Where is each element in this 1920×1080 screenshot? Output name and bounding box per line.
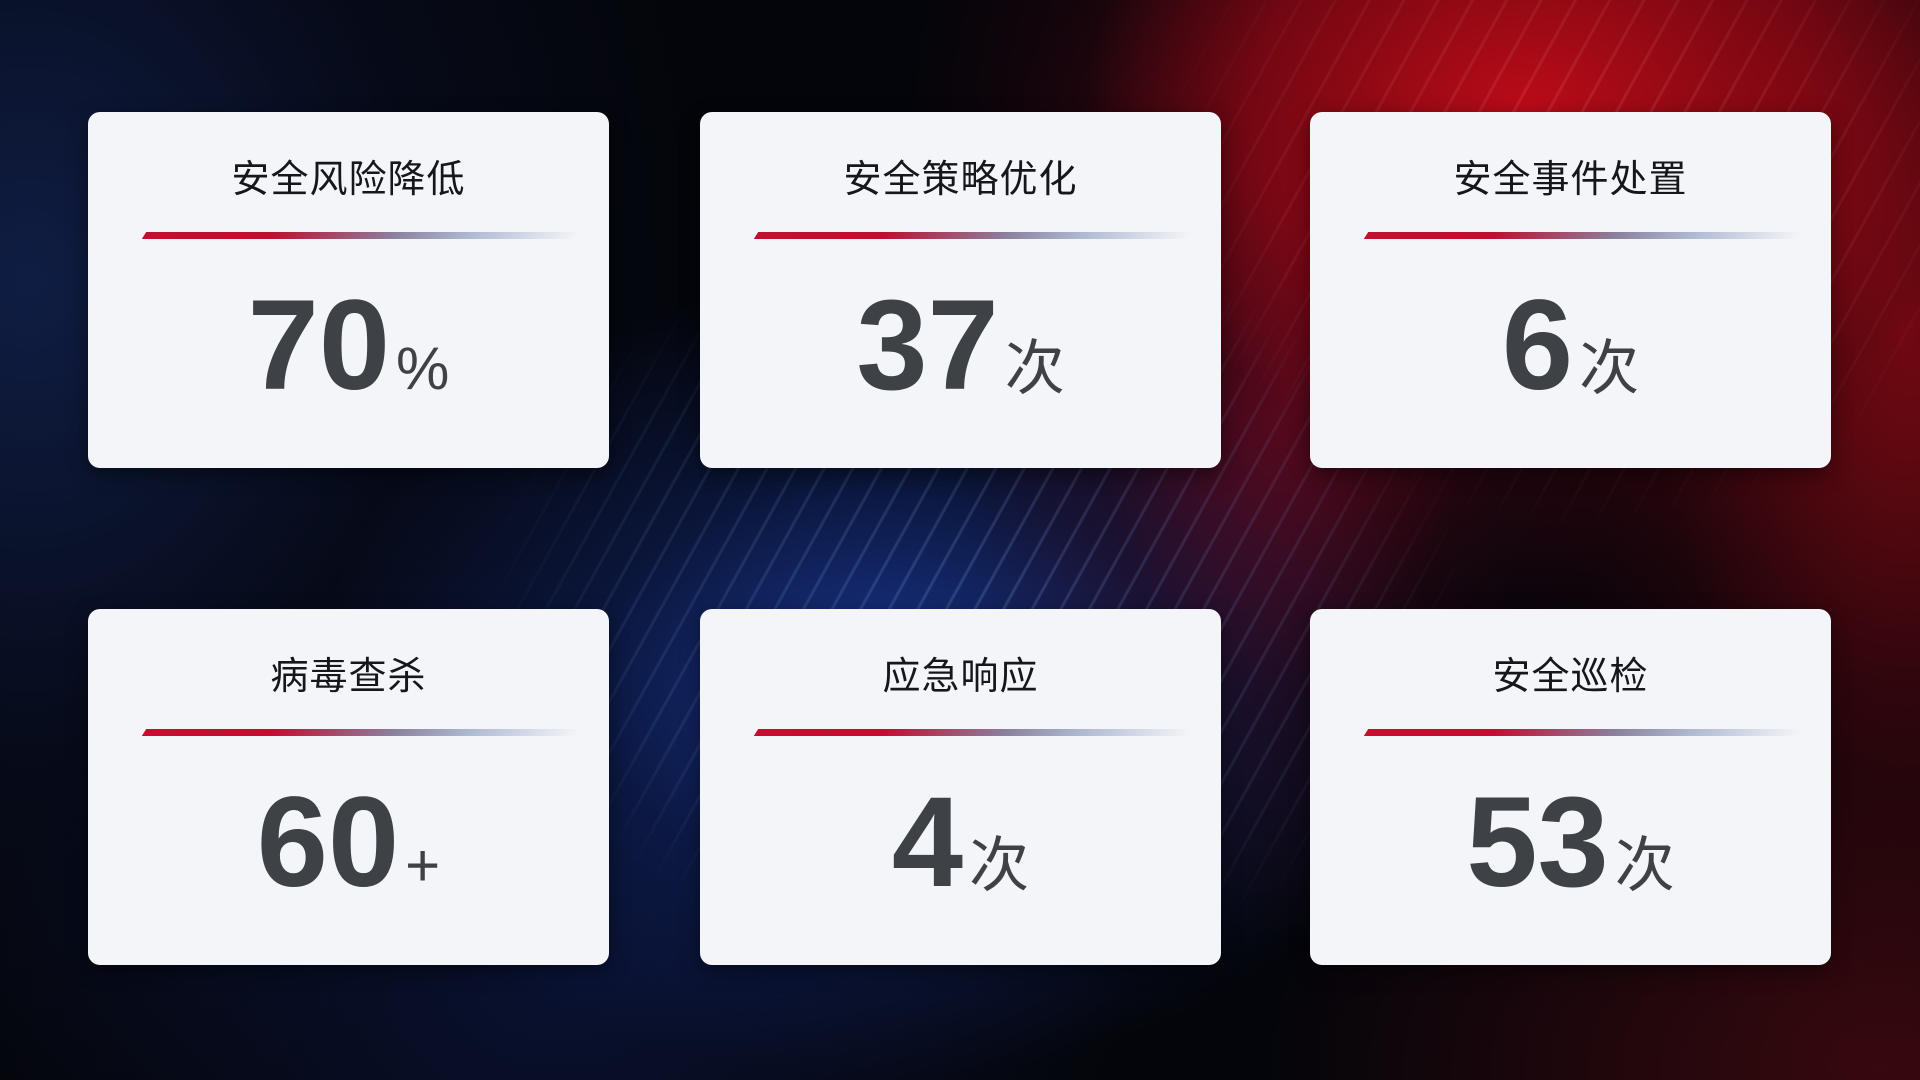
card-divider <box>753 728 1211 736</box>
stat-unit: 次 <box>969 832 1030 900</box>
stat-value-area: 6 次 <box>1310 239 1831 468</box>
card-title: 病毒查杀 <box>270 656 427 698</box>
stat-unit: 次 <box>1614 832 1675 900</box>
card-title: 应急响应 <box>882 656 1039 698</box>
stat-value-area: 60 + <box>88 736 609 965</box>
stat-value-area: 37 次 <box>700 239 1221 468</box>
stat-card-security-incident-handling: 安全事件处置 6 次 <box>1310 112 1831 468</box>
stat-value: 70 <box>247 274 390 418</box>
stat-card-security-risk-reduction: 安全风险降低 70 % <box>88 112 609 468</box>
card-divider <box>141 728 599 736</box>
stat-value: 37 <box>856 274 999 418</box>
stat-unit: + <box>405 832 441 900</box>
card-title: 安全风险降低 <box>231 159 466 201</box>
stat-unit: 次 <box>1579 335 1640 403</box>
stat-value: 60 <box>256 771 400 915</box>
stat-unit: 次 <box>1004 335 1065 403</box>
card-divider <box>141 231 599 239</box>
stat-value-area: 53 次 <box>1310 736 1831 965</box>
card-title: 安全策略优化 <box>843 159 1078 201</box>
card-title: 安全巡检 <box>1492 656 1649 698</box>
stat-card-security-policy-optimization: 安全策略优化 37 次 <box>700 112 1221 468</box>
stat-value: 53 <box>1466 771 1609 915</box>
stat-value: 4 <box>891 771 964 915</box>
stat-card-security-inspection: 安全巡检 53 次 <box>1310 609 1831 965</box>
card-title: 安全事件处置 <box>1453 159 1688 201</box>
stat-unit: % <box>396 335 450 403</box>
stat-value-area: 4 次 <box>700 736 1221 965</box>
card-divider <box>1363 728 1821 736</box>
stat-value: 6 <box>1501 274 1574 418</box>
card-divider <box>1363 231 1821 239</box>
stat-value-area: 70 % <box>88 239 609 468</box>
stat-card-virus-scan: 病毒查杀 60 + <box>88 609 609 965</box>
card-divider <box>753 231 1211 239</box>
stat-card-emergency-response: 应急响应 4 次 <box>700 609 1221 965</box>
